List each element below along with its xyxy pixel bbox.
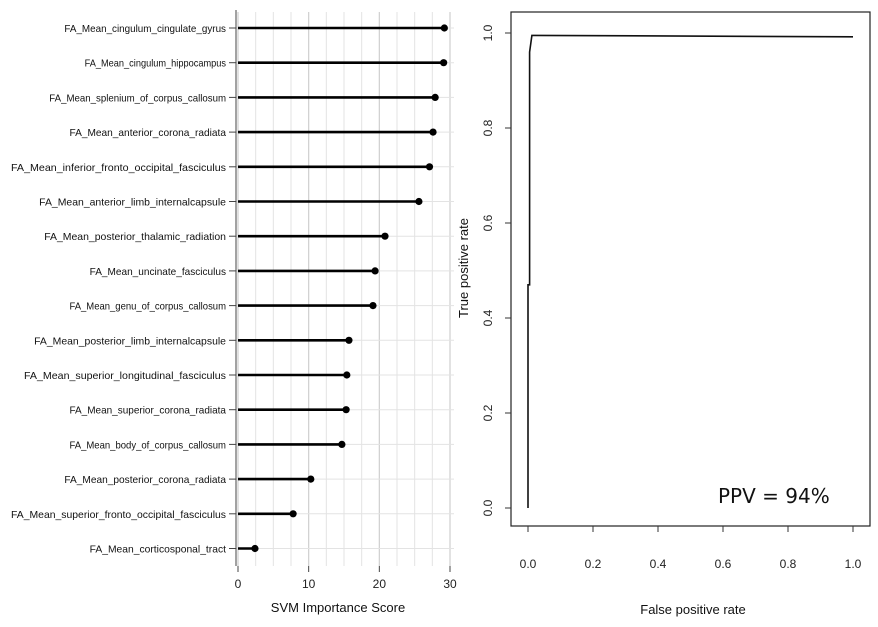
importance-lollipops: [238, 24, 448, 553]
importance-chart: 0 10 20 30 FA_Mean_cingulum_cingulate_gyrus…: [11, 10, 457, 615]
importance-point: [345, 336, 353, 344]
importance-category-label: FA_Mean_splenium_of_corpus_callosum: [49, 92, 226, 104]
importance-point: [251, 544, 259, 553]
importance-category-label: FA_Mean_anterior_corona_radiata: [69, 127, 226, 139]
roc-y-ticks: 0.0 0.2 0.4 0.6 0.8 1.0: [481, 24, 511, 516]
importance-category-label: FA_Mean_inferior_fronto_occipital_fascic…: [11, 162, 226, 174]
importance-point: [342, 406, 350, 414]
roc-y-tick-label: 0.8: [481, 119, 495, 136]
importance-category-label: FA_Mean_superior_corona_radiata: [69, 405, 226, 417]
importance-point: [289, 510, 297, 518]
roc-x-tick-label: 0.8: [780, 557, 797, 571]
importance-category-label: FA_Mean_cingulum_hippocampus: [85, 58, 226, 70]
importance-point: [440, 59, 448, 67]
importance-category-label: FA_Mean_body_of_corpus_callosum: [69, 439, 226, 451]
importance-category-label: FA_Mean_anterior_limb_internalcapsule: [39, 197, 226, 209]
roc-y-tick-label: 1.0: [481, 24, 495, 41]
roc-x-axis-title: False positive rate: [640, 602, 746, 617]
roc-plot-frame: [510, 11, 871, 527]
roc-x-tick-label: 0.4: [650, 557, 667, 571]
importance-x-tick-label: 20: [373, 577, 387, 591]
importance-point: [429, 128, 437, 136]
importance-x-tick-label: 0: [235, 577, 242, 591]
roc-x-tick-label: 0.0: [520, 557, 537, 571]
importance-category-label: FA_Mean_posterior_corona_radiata: [64, 474, 226, 486]
importance-category-label: FA_Mean_uncinate_fasciculus: [90, 266, 226, 278]
importance-category-labels: FA_Mean_cingulum_cingulate_gyrus FA_Mean_…: [11, 23, 236, 556]
importance-point: [338, 440, 346, 448]
importance-category-label: FA_Mean_posterior_thalamic_radiation: [44, 231, 226, 243]
importance-x-tick-label: 30: [443, 577, 457, 591]
roc-x-tick-label: 0.6: [715, 557, 732, 571]
roc-x-tick-label: 0.2: [585, 557, 602, 571]
roc-x-ticks: 0.0 0.2 0.4 0.6 0.8 1.0: [520, 526, 862, 571]
roc-curve-line: [527, 34, 854, 508]
importance-x-axis-title: SVM Importance Score: [271, 600, 405, 615]
importance-point: [381, 232, 389, 240]
importance-category-label: FA_Mean_posterior_limb_internalcapsule: [34, 335, 226, 347]
roc-y-tick-label: 0.0: [481, 499, 495, 516]
importance-point: [369, 302, 377, 310]
roc-y-tick-label: 0.6: [481, 214, 495, 231]
roc-y-axis-title: True positive rate: [456, 218, 471, 318]
importance-category-label: FA_Mean_genu_of_corpus_callosum: [69, 301, 226, 313]
importance-category-label: FA_Mean_corticosponal_tract: [90, 544, 226, 556]
importance-category-label: FA_Mean_cingulum_cingulate_gyrus: [64, 23, 226, 35]
roc-y-tick-label: 0.2: [481, 404, 495, 421]
importance-plot-area: [236, 10, 454, 566]
importance-x-tick-label: 10: [302, 577, 316, 591]
importance-point: [307, 475, 315, 483]
roc-chart: 0.0 0.2 0.4 0.6 0.8 1.0 0.0 0.2 0.4 0.6 0.8 1.0 PP…: [456, 11, 871, 617]
roc-y-tick-label: 0.4: [481, 309, 495, 326]
importance-category-label: FA_Mean_superior_longitudinal_fasciculus: [24, 370, 226, 382]
importance-point: [371, 267, 379, 275]
importance-point: [415, 197, 423, 206]
roc-x-tick-label: 1.0: [845, 557, 862, 571]
importance-category-label: FA_Mean_superior_fronto_occipital_fascic…: [11, 509, 226, 521]
ppv-annotation: PPV = 94%: [718, 484, 830, 508]
importance-point: [343, 371, 351, 379]
importance-x-ticks: 0 10 20 30: [235, 566, 457, 591]
importance-point: [425, 163, 434, 171]
importance-point: [431, 93, 439, 101]
importance-point: [440, 24, 448, 32]
